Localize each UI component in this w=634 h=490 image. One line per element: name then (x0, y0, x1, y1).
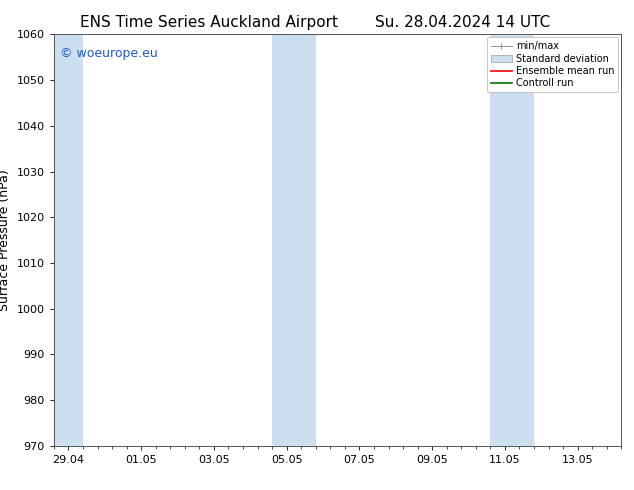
Text: Su. 28.04.2024 14 UTC: Su. 28.04.2024 14 UTC (375, 15, 550, 30)
Bar (54, 34, 83, 446)
Text: © woeurope.eu: © woeurope.eu (60, 47, 157, 60)
Text: ENS Time Series Auckland Airport: ENS Time Series Auckland Airport (81, 15, 338, 30)
Y-axis label: Surface Pressure (hPa): Surface Pressure (hPa) (0, 169, 11, 311)
Bar (490, 34, 534, 446)
Bar (272, 34, 316, 446)
Legend: min/max, Standard deviation, Ensemble mean run, Controll run: min/max, Standard deviation, Ensemble me… (487, 37, 618, 92)
